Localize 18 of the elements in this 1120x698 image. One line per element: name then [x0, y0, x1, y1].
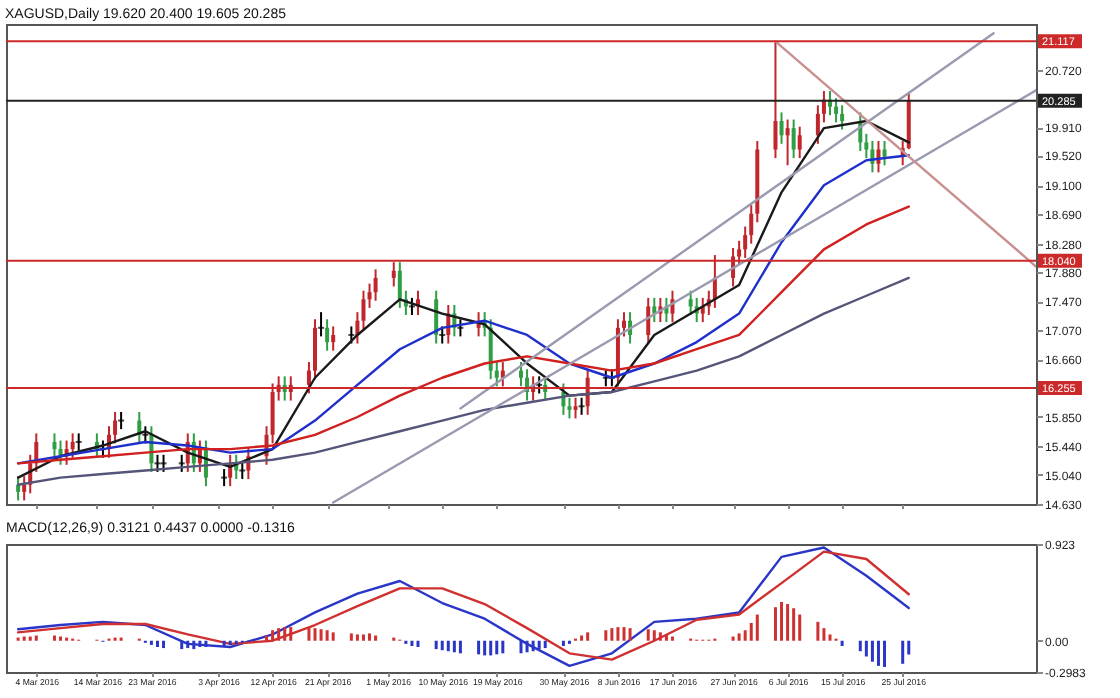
candlestick [882, 139, 887, 167]
candlestick [325, 318, 330, 352]
candlestick [791, 118, 796, 160]
candlestick [373, 268, 378, 302]
candlestick [318, 311, 325, 338]
candlestick [652, 296, 657, 324]
candlestick [797, 125, 802, 160]
candlestick [646, 296, 651, 345]
candlestick [688, 289, 693, 316]
candlestick [573, 396, 578, 420]
candlestick [834, 97, 839, 124]
candlestick [397, 261, 402, 309]
candlestick [840, 104, 845, 131]
candlestick [52, 432, 57, 459]
candlestick [779, 111, 784, 145]
candlestick [331, 325, 336, 352]
candlestick [70, 432, 75, 459]
candlestick [785, 118, 790, 167]
